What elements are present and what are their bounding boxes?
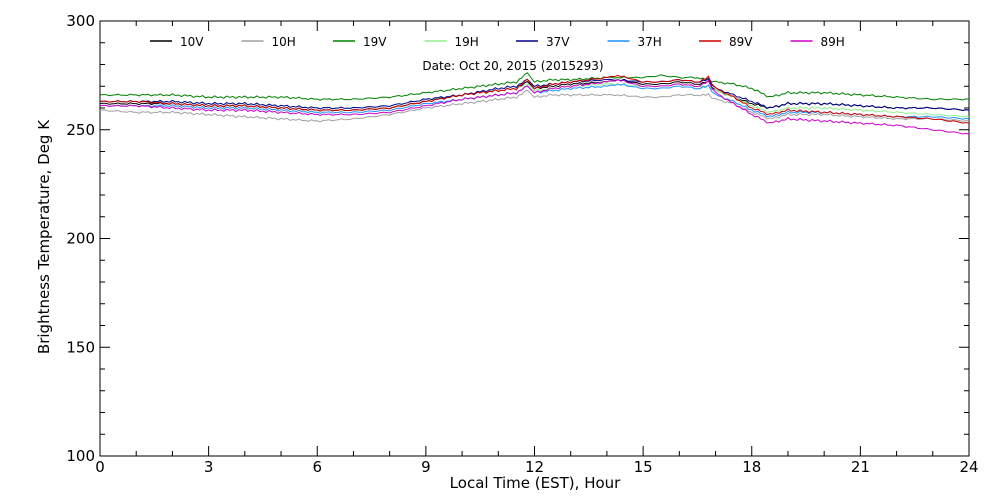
legend: 10V 10H 19V 19H 37V 37H 89V 89H: [150, 35, 845, 49]
legend-label-37h: 37H: [638, 35, 662, 49]
x-axis: 0 3 6 9 12 15 18 21 24: [95, 21, 979, 476]
legend-label-37v: 37V: [546, 35, 570, 49]
legend-label-10h: 10H: [272, 35, 296, 49]
date-annotation: Date: Oct 20, 2015 (2015293): [422, 59, 603, 73]
x-tick-label: 18: [742, 458, 761, 476]
series-lines: [99, 72, 970, 135]
series-line-19v: [99, 72, 970, 101]
y-tick-label: 150: [66, 338, 95, 356]
legend-label-89h: 89H: [821, 35, 845, 49]
series-line-89v: [99, 74, 970, 124]
x-tick-label: 15: [634, 458, 653, 476]
y-tick-label: 300: [66, 12, 95, 30]
y-axis: 100 150 200 250 300: [66, 12, 969, 465]
x-tick-label: 12: [525, 458, 544, 476]
x-tick-label: 9: [421, 458, 431, 476]
series-line-10h: [99, 89, 970, 123]
y-axis-title: Brightness Temperature, Deg K: [35, 119, 53, 354]
series-line-89h: [99, 79, 970, 135]
x-tick-label: 3: [204, 458, 214, 476]
legend-label-10v: 10V: [180, 35, 204, 49]
legend-label-89v: 89V: [729, 35, 753, 49]
y-tick-label: 200: [66, 230, 95, 248]
x-tick-label: 21: [851, 458, 870, 476]
x-tick-label: 6: [312, 458, 322, 476]
x-tick-label: 0: [95, 458, 105, 476]
x-axis-title: Local Time (EST), Hour: [450, 474, 621, 492]
y-tick-label: 100: [66, 447, 95, 465]
legend-label-19v: 19V: [363, 35, 387, 49]
legend-label-19h: 19H: [455, 35, 479, 49]
x-tick-label: 24: [959, 458, 978, 476]
y-tick-label: 250: [66, 121, 95, 139]
series-line-37v: [99, 77, 970, 112]
